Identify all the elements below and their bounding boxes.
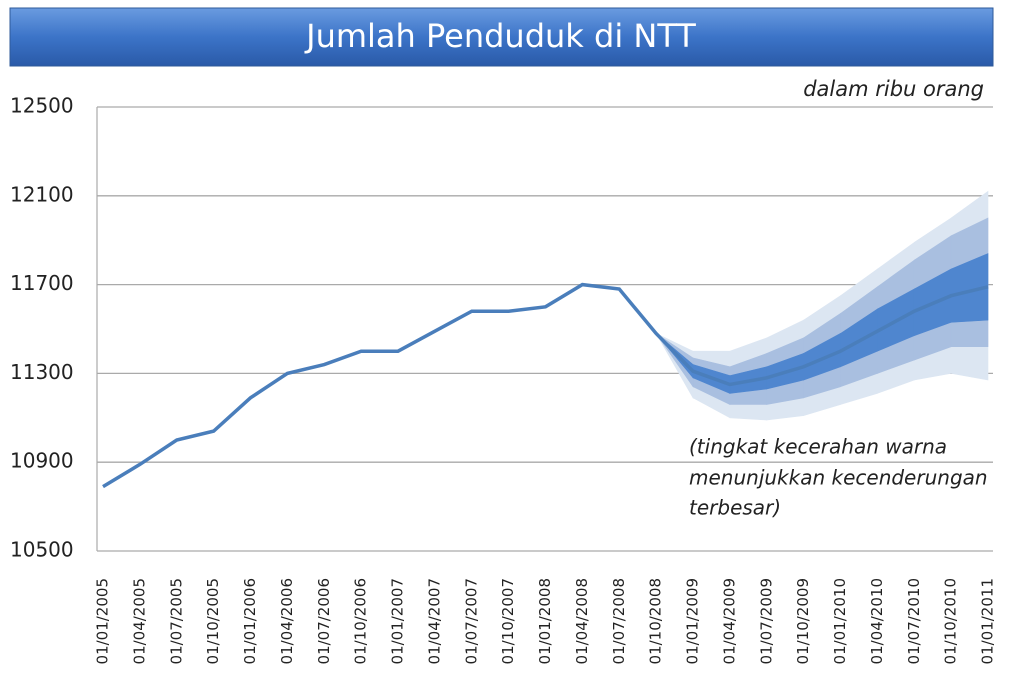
x-tick-label: 01/01/2011 (979, 578, 997, 664)
x-tick-label: 01/07/2006 (315, 578, 333, 664)
annotation: menunjukkan kecenderungan (689, 466, 988, 490)
line (102, 282, 989, 489)
x-tick-label: 01/10/2010 (942, 578, 960, 664)
x-tick-label: 01/04/2008 (573, 578, 591, 664)
x-tick-label: 01/10/2005 (204, 578, 222, 664)
x-tick-label: 01/04/2007 (425, 578, 443, 664)
y-tick-label: 12500 (10, 94, 74, 118)
y-tick-label: 11700 (10, 271, 74, 295)
x-tick-label: 01/10/2009 (794, 578, 812, 664)
y-tick-label: 11300 (10, 360, 74, 384)
annotation: terbesar) (689, 496, 781, 520)
x-tick-label: 01/10/2007 (499, 578, 517, 664)
fan-band (950, 253, 989, 323)
annotation: (tingkat kecerahan warna (689, 435, 947, 459)
y-tick-label: 10500 (10, 538, 74, 562)
x-tick-label: 01/01/2008 (536, 578, 554, 664)
y-tick-label: 10900 (10, 449, 74, 473)
y-tick-label: 12100 (10, 182, 74, 206)
x-tick-label: 01/01/2006 (241, 578, 259, 664)
x-tick-label: 01/07/2008 (610, 578, 628, 664)
chart-title: Jumlah Penduduk di NTT (304, 17, 696, 55)
subtitle: dalam ribu orang (803, 77, 984, 101)
x-tick-label: 01/04/2005 (130, 578, 148, 664)
title-bar (9, 7, 994, 67)
x-tick-label: 01/01/2009 (684, 578, 702, 664)
x-tick-label: 01/07/2009 (757, 578, 775, 664)
x-tick-label: 01/01/2010 (831, 578, 849, 664)
x-tick-label: 01/04/2009 (720, 578, 738, 664)
x-tick-label: 01/04/2010 (868, 578, 886, 664)
x-tick-label: 01/10/2006 (352, 578, 370, 664)
x-tick-label: 01/10/2008 (647, 578, 665, 664)
x-tick-label: 01/07/2007 (462, 578, 480, 664)
x-tick-label: 01/07/2010 (905, 578, 923, 664)
x-tick-label: 01/01/2007 (389, 578, 407, 664)
x-tick-label: 01/07/2005 (167, 578, 185, 664)
x-tick-label: 01/04/2006 (278, 578, 296, 664)
x-tick-label: 01/01/2005 (94, 578, 112, 664)
